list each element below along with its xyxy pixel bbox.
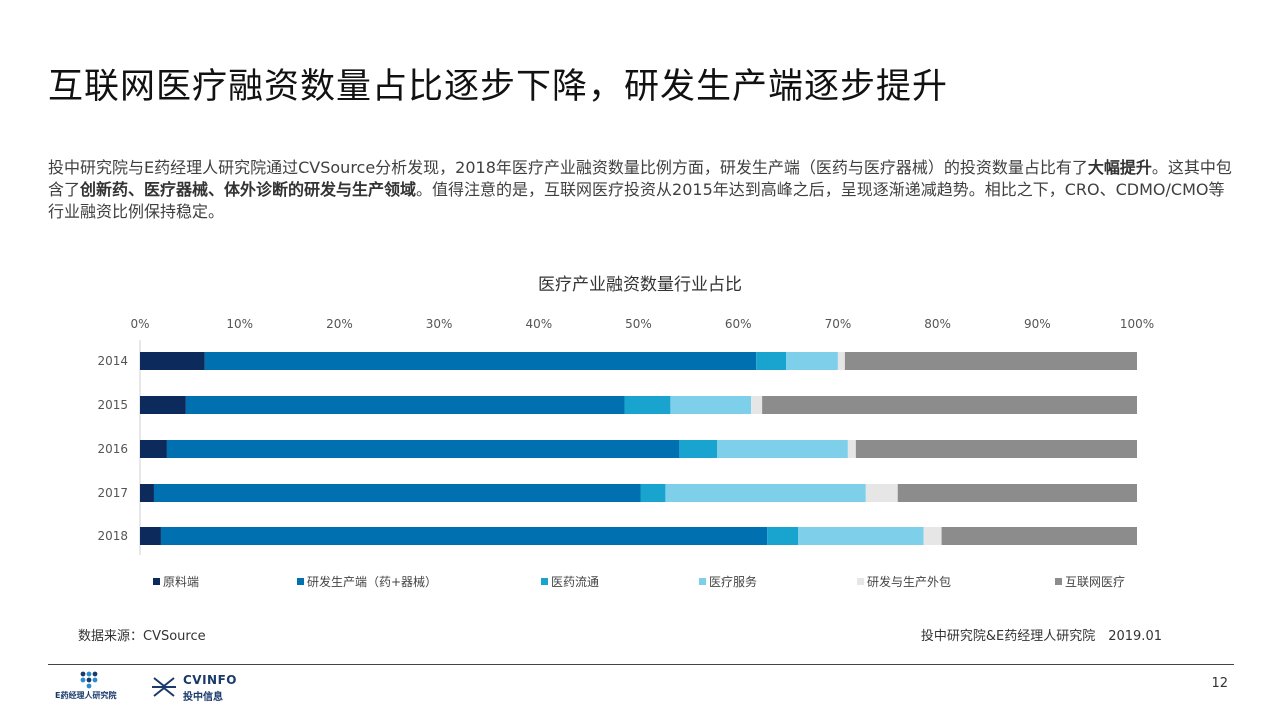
bar-segment [762,396,1137,414]
x-tick-label: 10% [226,317,253,331]
data-source: 数据来源：CVSource [78,629,206,644]
desc-bold-1: 大幅提升 [1087,158,1152,177]
bar-segment [847,440,856,458]
bar-segment [665,484,866,502]
legend-label: 医药流通 [551,575,599,589]
bar-segment [140,352,205,370]
bar-segment [624,396,671,414]
bar-segment [941,527,1137,545]
e-yao-logo-text: E药经理人研究院 [55,691,117,700]
slide-title: 互联网医疗融资数量占比逐步下降，研发生产端逐步提升 [48,67,949,107]
cvinfo-logo-subtext: 投中信息 [183,692,223,703]
bar-segment [140,440,167,458]
x-tick-label: 60% [725,317,752,331]
bar-segment [140,484,154,502]
bar-segment [767,527,799,545]
bar-segment [160,527,768,545]
bar-segment [786,352,838,370]
bar-segment [756,352,787,370]
page-number: 12 [1211,676,1228,691]
slide-description: 投中研究院与E药经理人研究院通过CVSource分析发现，2018年医疗产业融资… [48,157,1238,223]
credit-line: 投中研究院&E药经理人研究院 2019.01 [920,629,1162,644]
legend-swatch [857,578,864,585]
bar-segment [153,484,641,502]
bar-segment [855,440,1137,458]
legend-label: 研发生产端（药+器械） [307,574,437,589]
legend-swatch [1055,578,1062,585]
desc-text-3: 。值得注意的是，互联网医疗投资从2015年达到高峰之后，呈现逐渐递减趋势。相比之… [48,180,1225,221]
legend-swatch [699,578,706,585]
x-tick-label: 50% [625,317,652,331]
x-tick-label: 30% [426,317,453,331]
desc-text-1: 投中研究院与E药经理人研究院通过CVSource分析发现，2018年医疗产业融资… [48,158,1088,177]
bar-segment [844,352,1137,370]
bar-segment [923,527,942,545]
bar-segment [679,440,718,458]
desc-text-2: 。这其中包含了 [48,158,1232,199]
bar-segment [185,396,625,414]
desc-bold-2: 创新药、医疗器械、体外诊断的研发与生产领域 [80,180,417,199]
bar-segment [751,396,763,414]
bar-segment [640,484,666,502]
legend-swatch [541,578,548,585]
x-tick-label: 80% [924,317,951,331]
bar-segment [670,396,752,414]
bar-segment [140,527,161,545]
x-tick-label: 100% [1120,317,1154,331]
y-category-label: 2015 [97,398,128,412]
bar-segment [837,352,845,370]
legend-swatch [153,578,160,585]
legend-label: 互联网医疗 [1065,575,1125,589]
x-tick-label: 0% [130,317,149,331]
legend-label: 原料端 [163,575,199,589]
footer-divider [48,664,1234,665]
x-tick-label: 70% [825,317,852,331]
y-category-label: 2017 [97,486,128,500]
e-yao-logo-icon [80,671,98,689]
y-category-label: 2018 [97,529,128,543]
bar-segment [897,484,1137,502]
bar-segment [717,440,848,458]
y-category-label: 2016 [97,442,128,456]
legend-swatch [297,578,304,585]
bar-segment [140,396,186,414]
cvinfo-logo-text: CVINFO [183,673,237,687]
x-tick-label: 40% [525,317,552,331]
x-tick-label: 90% [1024,317,1051,331]
chart-title: 医疗产业融资数量行业占比 [538,275,742,295]
cvinfo-logo-icon [152,677,176,697]
legend-label: 研发与生产外包 [867,574,951,589]
bar-segment [798,527,924,545]
x-tick-label: 20% [326,317,353,331]
bar-segment [865,484,898,502]
y-category-label: 2014 [97,354,128,368]
bar-segment [204,352,757,370]
legend-label: 医疗服务 [709,574,757,589]
bar-segment [166,440,680,458]
